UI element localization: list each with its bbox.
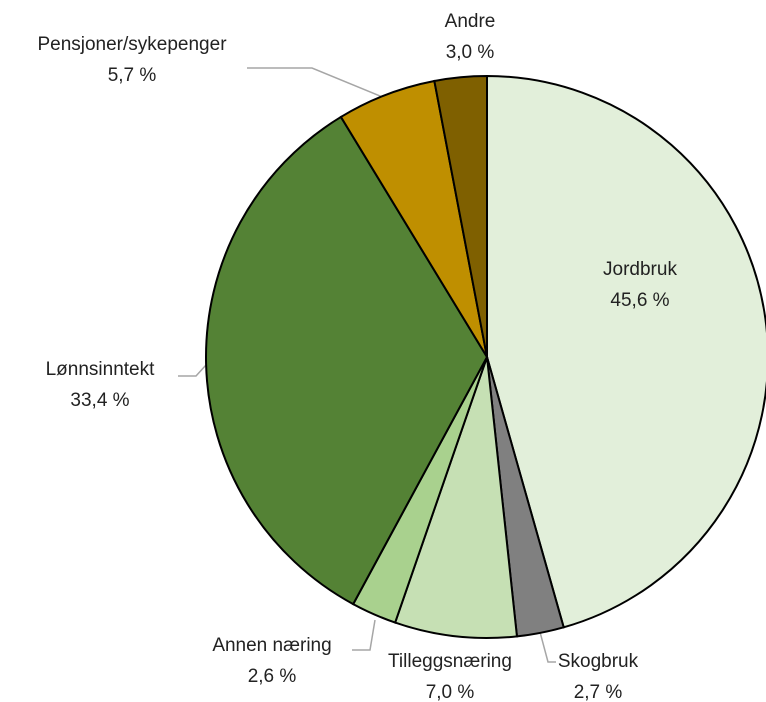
slice-label: Annen næring [212,635,331,656]
pie-slice [486,74,766,629]
slice-value-label: 3,0 % [446,42,495,63]
slice-label: Skogbruk [558,651,639,672]
slice-label: Pensjoner/sykepenger [37,34,227,55]
leader-line [178,364,207,377]
pie-slice [393,356,519,639]
slice-value-label: 2,7 % [574,682,623,702]
slice-label: Tilleggsnæring [388,651,512,672]
leader-line [352,619,376,651]
slice-label: Jordbruk [603,259,677,280]
leader-line [247,67,386,99]
slice-value-label: 7,0 % [426,682,475,702]
slice-label: Lønnsinntekt [46,359,156,380]
slice-value-label: 45,6 % [610,290,669,311]
slice-label: Andre [445,11,496,32]
slice-value-label: 33,4 % [70,390,129,411]
leader-line [539,631,556,663]
pie-slice [433,74,488,358]
slice-value-label: 5,7 % [108,65,157,86]
pie-slice [205,115,489,606]
slice-value-label: 2,6 % [248,666,297,687]
